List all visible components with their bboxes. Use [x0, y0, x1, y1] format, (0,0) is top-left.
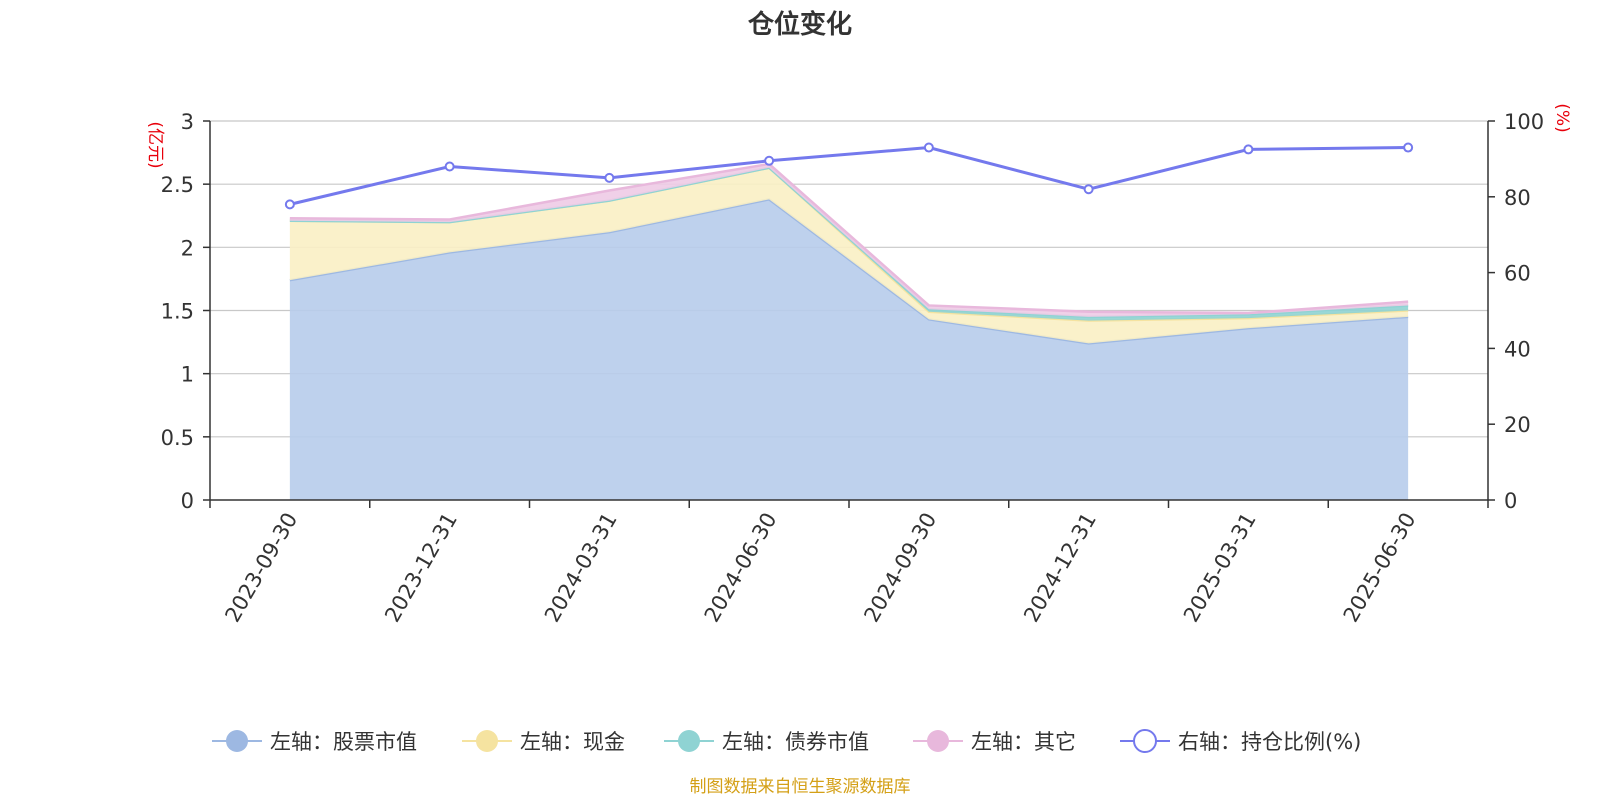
- other-area-edge: [289, 162, 1409, 315]
- x-tick-label: 2025-06-30: [1339, 509, 1421, 627]
- legend-marker: [476, 730, 498, 752]
- legend-item[interactable]: 左轴：股票市值: [212, 730, 417, 754]
- x-tick-label: 2023-12-31: [380, 509, 462, 627]
- left-tick-label: 3: [181, 110, 194, 134]
- ratio-series-line: [289, 146, 1409, 206]
- legend-label: 左轴：债券市值: [722, 730, 869, 754]
- x-tick-label: 2024-06-30: [700, 509, 782, 627]
- legend-marker: [927, 730, 949, 752]
- left-tick-label: 2: [181, 236, 194, 260]
- legend-item[interactable]: 左轴：现金: [462, 730, 625, 754]
- left-tick-label: 1: [181, 363, 194, 387]
- left-tick-label: 0: [181, 489, 194, 513]
- x-tick-label: 2024-09-30: [859, 509, 941, 627]
- legend-item[interactable]: 左轴：债券市值: [664, 730, 869, 754]
- legend-marker: [226, 730, 248, 752]
- x-tick-label: 2024-03-31: [540, 509, 622, 627]
- legend-label: 左轴：现金: [520, 730, 625, 754]
- left-tick-label: 1.5: [161, 300, 194, 324]
- legend-marker: [678, 730, 700, 752]
- legend-item[interactable]: 右轴：持仓比例(%): [1120, 729, 1361, 754]
- ratio-point: [764, 155, 775, 166]
- chart-title: 仓位变化: [747, 9, 852, 40]
- left-tick-label: 0.5: [161, 426, 194, 450]
- legend-marker: [1133, 729, 1157, 753]
- ratio-line: [284, 142, 1414, 210]
- legend-label: 左轴：其它: [971, 730, 1076, 754]
- right-tick-label: 100: [1504, 110, 1544, 134]
- ratio-point: [923, 142, 934, 153]
- right-tick-label: 0: [1504, 489, 1517, 513]
- ratio-point: [1403, 142, 1414, 153]
- right-axis-unit: (%): [1552, 103, 1572, 132]
- ratio-point: [604, 172, 615, 183]
- right-tick-label: 80: [1504, 186, 1531, 210]
- x-tick-label: 2024-12-31: [1019, 509, 1101, 627]
- legend-item[interactable]: 左轴：其它: [913, 730, 1076, 754]
- right-tick-label: 40: [1504, 337, 1531, 361]
- left-tick-label: 2.5: [161, 173, 194, 197]
- stacked-areas: [289, 162, 1409, 500]
- x-tick-label: 2025-03-31: [1179, 509, 1261, 627]
- other-area: [289, 163, 1409, 317]
- ratio-point: [444, 161, 455, 172]
- stock-area: [289, 199, 1409, 500]
- left-axis-unit: (亿元): [145, 121, 165, 168]
- cash-area: [289, 167, 1409, 344]
- legend-label: 左轴：股票市值: [270, 730, 417, 754]
- right-tick-label: 20: [1504, 413, 1531, 437]
- bond-area-edge: [289, 166, 1409, 319]
- ratio-point: [1243, 144, 1254, 155]
- ratio-point: [1083, 184, 1094, 195]
- right-tick-label: 60: [1504, 262, 1531, 286]
- legend-label: 右轴：持仓比例(%): [1178, 730, 1361, 754]
- ratio-point: [284, 199, 295, 210]
- x-tick-label: 2023-09-30: [220, 509, 302, 627]
- source-note: 制图数据来自恒生聚源数据库: [690, 777, 911, 797]
- legend: 左轴：股票市值 左轴：现金 左轴：债券市值 左轴：其它 右轴：持仓比例(%): [212, 729, 1361, 754]
